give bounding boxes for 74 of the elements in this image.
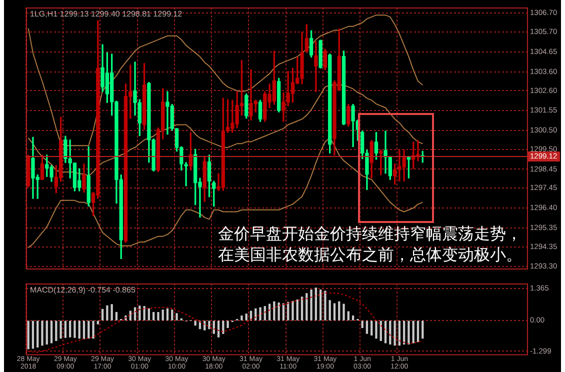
bar xyxy=(134,307,136,320)
bar xyxy=(278,302,280,320)
bar xyxy=(380,320,382,341)
bar xyxy=(96,320,99,324)
bar xyxy=(101,308,104,320)
bar xyxy=(416,320,420,342)
bar xyxy=(204,320,206,330)
bar xyxy=(394,320,396,346)
bar xyxy=(60,320,62,339)
bar xyxy=(110,304,113,320)
bar xyxy=(306,293,308,320)
bar xyxy=(50,320,53,344)
bar xyxy=(245,314,248,320)
bar xyxy=(36,320,39,348)
bar xyxy=(27,320,30,350)
bar xyxy=(32,320,34,349)
bar xyxy=(259,307,262,320)
bar xyxy=(74,320,76,338)
bar xyxy=(328,300,331,320)
bar xyxy=(310,290,312,320)
chart-title: 1LG,H1 1299.13 1299.40 1298.81 1299.12 xyxy=(30,10,183,19)
chart-title: MACD(12,26,9) -0.754 -0.865 xyxy=(30,286,136,295)
bar xyxy=(347,311,350,320)
bar xyxy=(240,316,243,320)
bar xyxy=(292,300,294,320)
bar xyxy=(333,303,336,320)
bar xyxy=(115,312,118,320)
bar xyxy=(324,290,326,320)
bar xyxy=(366,320,368,334)
bar xyxy=(157,312,160,320)
bar xyxy=(352,316,354,320)
bar xyxy=(222,320,224,334)
bar xyxy=(412,320,414,344)
bar xyxy=(319,290,322,320)
bar xyxy=(166,308,169,320)
bar xyxy=(68,320,72,338)
bar xyxy=(143,306,146,320)
bar xyxy=(342,304,345,320)
bar xyxy=(82,320,86,340)
bar xyxy=(106,305,108,320)
bar xyxy=(194,320,196,326)
annotation: 在美国非农数据公布之前，总体变动极小。 xyxy=(218,244,522,265)
bar xyxy=(273,301,276,320)
bar xyxy=(422,320,424,339)
bar xyxy=(370,320,373,336)
bar xyxy=(152,312,155,320)
bar xyxy=(375,320,378,339)
bar xyxy=(208,320,210,330)
bar xyxy=(171,310,174,320)
bar xyxy=(55,320,58,341)
bar xyxy=(398,320,401,346)
annotation: 金价早盘开始金价持续维持窄幅震荡走势， xyxy=(218,223,522,244)
bar xyxy=(296,299,298,320)
bar xyxy=(41,320,44,346)
bar xyxy=(176,313,178,320)
bar xyxy=(148,308,150,320)
bar xyxy=(300,296,304,320)
bar xyxy=(361,320,364,328)
bar xyxy=(402,320,406,344)
bar xyxy=(314,288,318,320)
bar xyxy=(92,320,94,339)
bar xyxy=(129,310,132,320)
bar xyxy=(64,320,67,338)
bar xyxy=(78,320,80,339)
bar xyxy=(217,320,220,338)
bar xyxy=(338,301,340,320)
bar xyxy=(162,310,164,320)
bar xyxy=(384,320,387,344)
bar xyxy=(226,320,229,328)
bar xyxy=(46,320,48,344)
bar xyxy=(408,320,410,344)
bar xyxy=(282,303,285,320)
bar xyxy=(88,320,90,339)
bar xyxy=(268,304,271,320)
